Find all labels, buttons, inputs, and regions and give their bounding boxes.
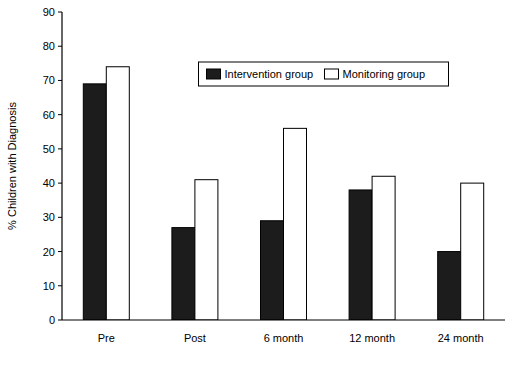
y-axis-label: % Children with Diagnosis bbox=[6, 102, 18, 230]
legend-swatch bbox=[207, 69, 221, 79]
y-tick bbox=[58, 114, 62, 115]
bar bbox=[438, 252, 461, 320]
x-tick-label: 12 month bbox=[349, 332, 395, 344]
x-axis bbox=[62, 319, 505, 320]
y-tick-label: 30 bbox=[43, 211, 55, 223]
y-tick-label: 40 bbox=[43, 177, 55, 189]
y-tick bbox=[58, 320, 62, 321]
y-tick-label: 80 bbox=[43, 40, 55, 52]
y-tick-label: 50 bbox=[43, 143, 55, 155]
bar bbox=[372, 176, 395, 320]
bars bbox=[83, 67, 483, 320]
bar bbox=[284, 128, 307, 320]
x-tick-label: Post bbox=[184, 332, 206, 344]
chart-container: 0 10 20 30 40 50 60 70 80 90 Pre Post 6 month 12 mont… bbox=[0, 0, 518, 365]
legend-box bbox=[199, 62, 449, 86]
y-tick-label: 70 bbox=[43, 74, 55, 86]
legend-label: Monitoring group bbox=[343, 68, 426, 80]
y-tick bbox=[58, 80, 62, 81]
chart-svg: 0 10 20 30 40 50 60 70 80 90 Pre Post 6 month 12 mont… bbox=[0, 0, 518, 365]
x-tick-label: 6 month bbox=[264, 332, 304, 344]
y-tick bbox=[58, 183, 62, 184]
bar bbox=[461, 183, 484, 320]
bar bbox=[261, 221, 284, 320]
y-tick-label: 0 bbox=[49, 314, 55, 326]
y-tick bbox=[58, 12, 62, 13]
bar bbox=[172, 228, 195, 320]
legend-label: Intervention group bbox=[225, 68, 314, 80]
bar bbox=[349, 190, 372, 320]
legend: Intervention group Monitoring group bbox=[199, 62, 449, 86]
bar bbox=[106, 67, 129, 320]
bar bbox=[83, 84, 106, 320]
y-tick-label: 60 bbox=[43, 109, 55, 121]
legend-swatch bbox=[325, 69, 339, 79]
y-tick bbox=[58, 148, 62, 149]
y-tick-label: 20 bbox=[43, 246, 55, 258]
y-tick bbox=[58, 251, 62, 252]
y-tick bbox=[58, 217, 62, 218]
y-tick-label: 90 bbox=[43, 6, 55, 18]
y-tick bbox=[58, 285, 62, 286]
x-tick-label: Pre bbox=[98, 332, 115, 344]
x-tick-label: 24 month bbox=[438, 332, 484, 344]
y-tick bbox=[58, 46, 62, 47]
bar bbox=[195, 180, 218, 320]
y-tick-label: 10 bbox=[43, 280, 55, 292]
y-axis bbox=[61, 12, 62, 320]
